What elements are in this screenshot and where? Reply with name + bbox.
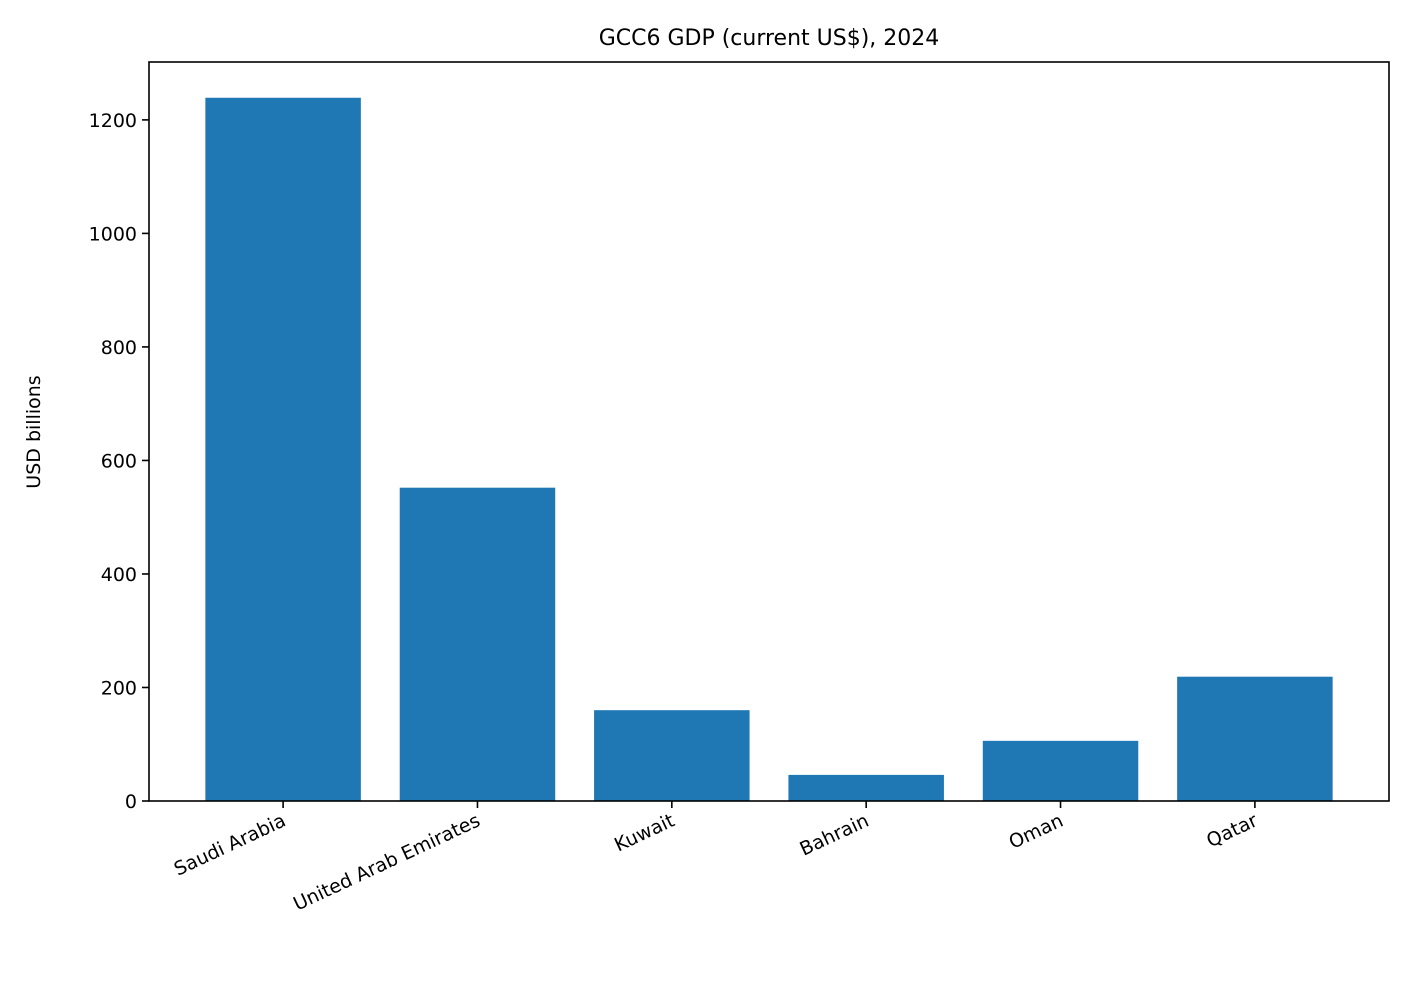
x-tick-label: Bahrain — [796, 810, 872, 861]
bar — [1177, 676, 1333, 801]
y-tick-label: 200 — [101, 677, 137, 699]
y-tick-label: 1000 — [89, 223, 137, 245]
chart-title: GCC6 GDP (current US$), 2024 — [599, 26, 940, 51]
x-tick-label: Kuwait — [611, 810, 678, 857]
bar — [982, 740, 1139, 801]
plot-frame — [148, 61, 1390, 802]
bar — [594, 710, 750, 801]
y-tick-label: 600 — [101, 450, 137, 472]
y-axis-label: USD billions — [23, 375, 45, 488]
y-tick-label: 400 — [101, 564, 137, 586]
x-tick-label: Qatar — [1203, 810, 1261, 853]
y-tick-label: 1200 — [89, 110, 137, 132]
x-tick-label: United Arab Emirates — [290, 810, 484, 916]
y-tick-label: 0 — [125, 791, 137, 813]
bar — [399, 487, 556, 801]
x-tick-label: Oman — [1006, 810, 1067, 854]
bar — [788, 774, 944, 801]
x-tick-label: Saudi Arabia — [171, 810, 290, 881]
bar — [205, 97, 361, 802]
y-tick-label: 800 — [101, 337, 137, 359]
